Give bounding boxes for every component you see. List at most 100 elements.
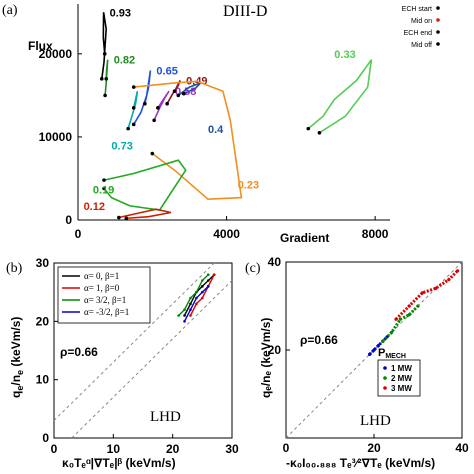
panel-a-legend-marker (436, 30, 440, 34)
panel-a-series-label: 0.33 (334, 49, 355, 61)
panel-a-series-label: 0.19 (93, 184, 114, 196)
panel-a-xlabel: Gradient (280, 231, 329, 245)
panel-c-point (381, 339, 385, 343)
panel-b-frame (53, 262, 233, 439)
panel-b-x-tick-label: 10 (107, 442, 121, 456)
panel-c-point (398, 317, 402, 321)
panel-b-point (195, 290, 198, 294)
panel-c-legend: PMECH 1 MW2 MW3 MW (377, 347, 421, 397)
panel-c-point (456, 269, 460, 273)
panel-a-end-marker (143, 101, 147, 106)
panel-a-start-marker (99, 76, 104, 81)
panel-a-series-line (101, 12, 108, 79)
panel-c-point (407, 304, 411, 308)
panel-c-label: (c) (245, 261, 261, 276)
panel-c-legend-marker (383, 366, 387, 370)
panel-a-end-marker (102, 186, 106, 191)
panel-a-series-line (118, 208, 172, 220)
panel-b-point (189, 308, 192, 311)
panel-c-ylabel: qₑ/nₑ (keVm/s) (259, 318, 273, 398)
panel-a-y-tick-label: 10000 (39, 130, 73, 144)
panel-a-series-line (127, 91, 139, 129)
panel-b-ref-line-lower (71, 280, 233, 439)
panel-c-point (368, 352, 372, 356)
panel-c-annotation: LHD (360, 413, 391, 429)
panel-b-point (177, 314, 180, 317)
panel-a-end-marker (172, 89, 177, 94)
panel-a-end-marker (102, 52, 107, 56)
panel-b-y-tick-label: 10 (36, 373, 50, 387)
panel-c-point (390, 330, 394, 334)
panel-b-legend: α= 0, β=1 α= 1, β=0 α= 3/2, β=1 α= -3/2, β=… (57, 266, 151, 324)
panel-b-rho: ρ=0.66 (60, 345, 98, 359)
panel-b-xlabel: κ₀Tₑᵅ|∇Tₑ|ᵝ (keVm/s) (62, 456, 176, 470)
panel-b-point (206, 273, 210, 276)
panel-c-series-cloud (381, 304, 420, 343)
panel-b-x-tick-label: 0 (51, 442, 58, 456)
panel-c-point (420, 291, 424, 295)
panel-a-end-marker (124, 216, 129, 221)
panel-b-point (206, 279, 210, 282)
panel-a-y-tick-label: 0 (65, 213, 72, 227)
panel-c-xlabel: -κ₀I₀₀.₈₈₈ Tₑ³⁄²∇Tₑ (keVm/s) (286, 456, 435, 470)
panel-a-legend-marker (436, 42, 440, 46)
panel-b-point (195, 302, 198, 306)
panel-b-point (201, 296, 204, 300)
panel-b-annotation: LHD (150, 409, 181, 425)
panel-b-series-line (178, 274, 209, 316)
panel-a-series-line (104, 59, 109, 96)
panel-c-y-tick-label: 40 (268, 255, 282, 269)
panel-b-series-line (183, 274, 215, 316)
panel-c-series-cloud (394, 269, 459, 321)
panel-b-point (189, 296, 192, 300)
panel-a-end-marker (104, 76, 109, 81)
panel-b-x-tick-label: 30 (225, 442, 239, 456)
panel-c-legend-marker (383, 386, 387, 390)
panel-a-series-label: 0.12 (84, 201, 105, 213)
panel-a-legend-marker (436, 6, 440, 10)
panel-a-start-marker (126, 126, 130, 131)
panel-c-x-tick-label: 20 (367, 441, 381, 455)
panel-c-legend-title: PMECH (378, 347, 406, 360)
panel-b: (b) ρ=0.66 LHD κ₀Tₑᵅ|∇Tₑ|ᵝ (keVm/s) qe/n… (6, 256, 239, 470)
panel-a-series-label: 0.4 (208, 124, 224, 136)
panel-b-point (201, 285, 204, 288)
panel-b-point (201, 279, 204, 282)
panel-c-rho: ρ=0.66 (300, 333, 338, 347)
panel-a-legend-marker (436, 18, 440, 22)
panel-c-legend-label: 2 MW (391, 374, 412, 383)
panel-c: (c) ρ=0.66 LHD -κ₀I₀₀.₈₈₈ Tₑ³⁄²∇Tₑ (keVm… (245, 255, 469, 470)
panel-b-legend-label: α= 1, β=0 (84, 283, 120, 293)
panel-a-ylabel: Flux (28, 39, 53, 53)
panel-b-point (183, 308, 186, 311)
panel-a-start-marker (165, 101, 169, 106)
panel-b-point (189, 314, 192, 317)
panel-a-series-line (133, 80, 243, 201)
panel-c-point (434, 286, 438, 290)
panel-a-title: DIII-D (223, 3, 267, 20)
panel-a-start-marker (306, 126, 311, 131)
panel-a-series-label: 0.93 (110, 7, 131, 19)
panel-c-x-tick-label: 40 (455, 441, 469, 455)
panel-a-legend-label: ECH end (404, 30, 433, 37)
panel-a-end-marker (150, 151, 155, 156)
panel-a-legend-label: ECH start (402, 6, 432, 13)
panel-a-series-line (166, 80, 181, 105)
panel-b-point (206, 285, 210, 288)
panel-c-point (407, 313, 411, 317)
panel-b-y-tick-label: 0 (42, 431, 49, 445)
panel-a: (a) DIII-D Flux Gradient 0 4000 8000 0 10000… (2, 3, 440, 245)
panel-a-legend-label: Mid on (411, 18, 432, 25)
panel-b-legend-label: α= 3/2, β=1 (84, 295, 126, 305)
panel-a-end-marker (182, 91, 186, 96)
panel-b-point (212, 273, 216, 276)
panel-c-point (372, 348, 376, 352)
panel-a-x-tick-label: 8000 (362, 227, 389, 241)
panel-a-start-marker (102, 178, 106, 182)
panel-a-y-tick-label: 20000 (39, 47, 73, 61)
panel-b-point (189, 302, 192, 306)
panel-b-point (201, 290, 204, 294)
panel-c-legend-label: 1 MW (391, 364, 412, 373)
panel-a-series-line (133, 70, 152, 125)
